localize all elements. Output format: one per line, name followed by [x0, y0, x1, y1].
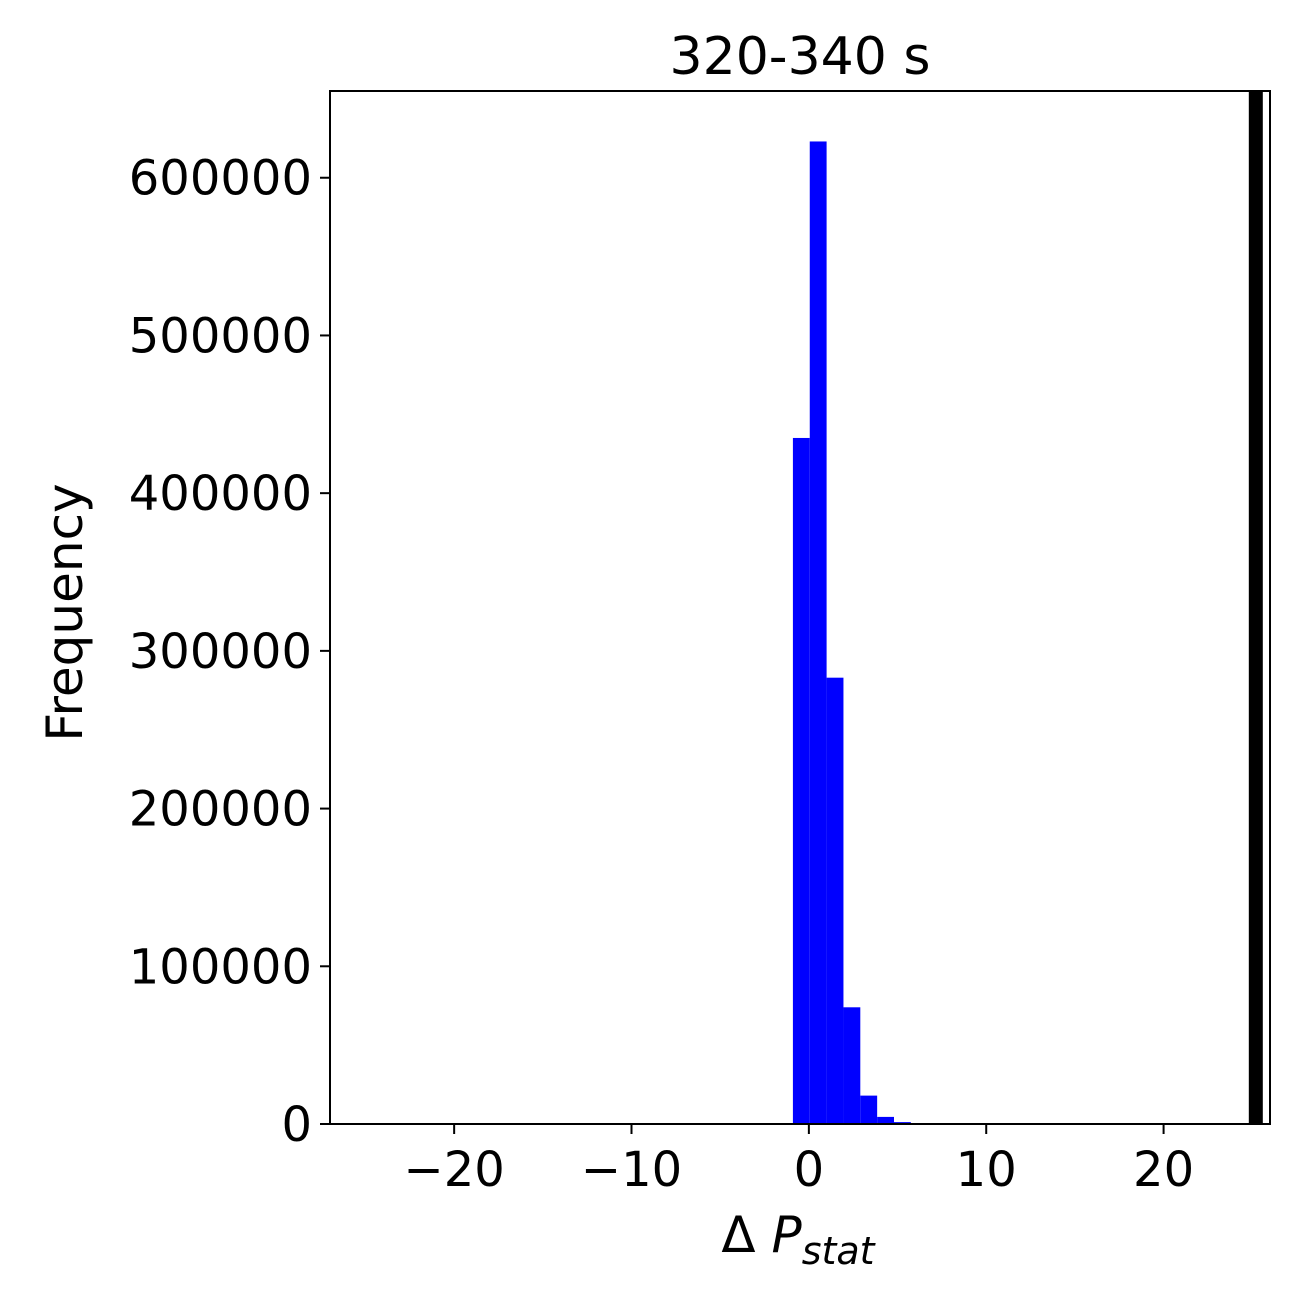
- x-axis-label-main: P: [772, 1206, 803, 1264]
- x-tick-label: −20: [404, 1142, 505, 1198]
- x-tick-label: 0: [794, 1142, 825, 1198]
- y-tick-label: 300000: [129, 624, 312, 680]
- y-tick-label: 600000: [129, 151, 312, 207]
- y-tick-label: 400000: [129, 466, 312, 522]
- x-axis-ticks: −20 −10 0 10 20: [404, 1124, 1194, 1198]
- chart-title: 320-340 s: [670, 27, 931, 87]
- histogram-bar-0: [792, 437, 810, 1125]
- x-axis-label-prefix: Δ: [721, 1206, 771, 1264]
- y-tick-label: 100000: [129, 939, 312, 995]
- y-tick-label: 500000: [129, 308, 312, 364]
- histogram-bar-2: [826, 677, 844, 1124]
- y-tick-label: 200000: [129, 782, 312, 838]
- y-axis-label: Frequency: [36, 483, 94, 741]
- histogram-bars: [792, 141, 928, 1125]
- x-tick-label: 20: [1133, 1142, 1194, 1198]
- x-axis-label-sub: stat: [802, 1229, 877, 1273]
- x-axis-label: Δ Pstat: [721, 1206, 876, 1273]
- histogram-bar-1: [809, 141, 827, 1125]
- x-tick-label: 10: [956, 1142, 1017, 1198]
- y-axis-ticks: 0 100000 200000 300000 400000 500000 600000: [129, 151, 330, 1153]
- y-tick-label: 0: [281, 1097, 312, 1153]
- histogram-bar-5: [877, 1116, 894, 1124]
- histogram-bar-4: [860, 1095, 878, 1124]
- histogram-bar-3: [843, 1007, 861, 1124]
- plot-frame: [329, 90, 1271, 1125]
- x-tick-label: −10: [581, 1142, 682, 1198]
